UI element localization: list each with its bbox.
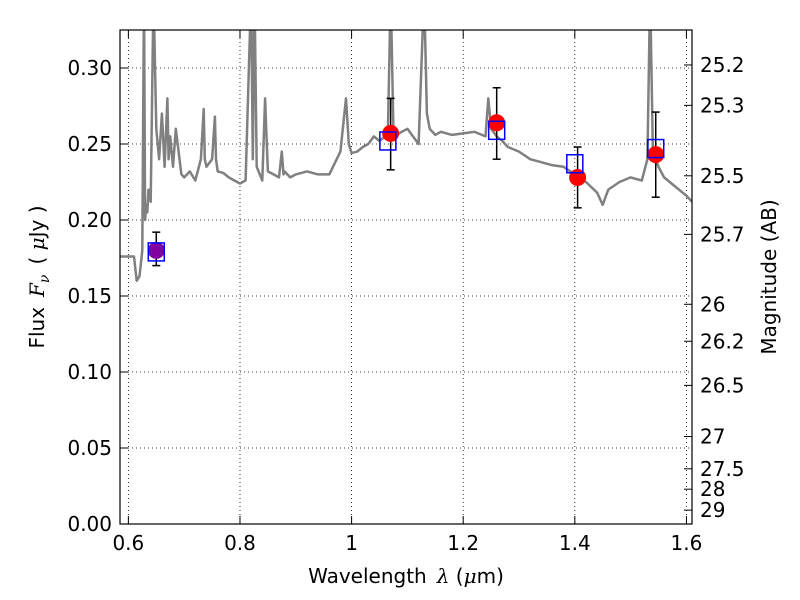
magnitude-tick-label: 27 bbox=[700, 425, 725, 449]
y-axis-unit-rest: Jy ) bbox=[25, 205, 49, 239]
magnitude-tick-label: 26.2 bbox=[700, 329, 745, 353]
x-tick-label: 1.6 bbox=[671, 531, 703, 555]
x-tick-label: 1.4 bbox=[559, 531, 591, 555]
magnitude-tick-label: 28 bbox=[700, 477, 725, 501]
y-tick-label: 0.05 bbox=[67, 436, 112, 460]
y-axis-subscript: ν bbox=[37, 274, 53, 283]
plot-area bbox=[120, 30, 692, 283]
x-axis-unit-open: ( bbox=[449, 564, 463, 588]
x-tick-label: 0.8 bbox=[224, 531, 256, 555]
model-band-flux-points bbox=[147, 120, 665, 262]
magnitude-axis-title: Magnitude (AB) bbox=[757, 199, 781, 354]
y-axis-unit-open: ( bbox=[25, 250, 49, 264]
plot-background bbox=[120, 30, 692, 524]
y-tick-label: 0.30 bbox=[67, 56, 112, 80]
model-band-point bbox=[646, 138, 665, 159]
y-axis-ticks: 0.00 0.05 0.10 0.15 0.20 0.25 0.30 bbox=[67, 56, 128, 536]
y-axis-symbol: F bbox=[25, 282, 49, 298]
y-tick-label: 0.00 bbox=[67, 512, 112, 536]
y-tick-label: 0.20 bbox=[67, 208, 112, 232]
model-band-point bbox=[147, 242, 166, 262]
observed-point bbox=[382, 124, 400, 142]
observed-point bbox=[147, 241, 165, 259]
y-tick-label: 0.15 bbox=[67, 284, 112, 308]
magnitude-tick-label: 25.7 bbox=[700, 222, 745, 246]
y-tick-label: 0.25 bbox=[67, 132, 112, 156]
observed-flux-points bbox=[147, 114, 665, 259]
x-tick-label: 1.2 bbox=[447, 531, 479, 555]
observed-point bbox=[647, 146, 665, 164]
plot-frame bbox=[119, 29, 693, 525]
x-axis-title: Wavelength λ (μm) bbox=[308, 564, 504, 588]
x-axis-unit-mu: μ bbox=[464, 564, 477, 588]
x-axis-ticks: 0.6 0.8 1 1.2 1.4 1.6 bbox=[112, 30, 702, 555]
magnitude-tick-label: 25.3 bbox=[700, 93, 745, 117]
model-band-point bbox=[379, 131, 397, 151]
y-axis-title: Flux Fν ( μJy ) bbox=[25, 205, 53, 348]
model-spectrum-line bbox=[120, 30, 692, 283]
x-axis-unit-rest: m) bbox=[477, 564, 504, 588]
y-tick-label: 0.10 bbox=[67, 360, 112, 384]
magnitude-tick-label: 29 bbox=[700, 498, 725, 522]
x-axis-title-prefix: Wavelength bbox=[308, 564, 427, 588]
x-tick-label: 0.6 bbox=[112, 531, 144, 555]
model-band-point bbox=[487, 120, 506, 141]
magnitude-tick-label: 25.5 bbox=[700, 164, 745, 188]
model-band-point bbox=[566, 154, 584, 174]
y-axis-title-prefix: Flux bbox=[25, 307, 49, 349]
x-tick-label: 1 bbox=[345, 531, 358, 555]
x-axis-symbol: λ bbox=[436, 564, 450, 588]
observed-point bbox=[488, 114, 506, 132]
y-axis-unit-mu: μ bbox=[25, 237, 49, 250]
magnitude-tick-label: 26 bbox=[700, 292, 725, 316]
magnitude-tick-label: 26.5 bbox=[700, 373, 745, 397]
magnitude-tick-label: 27.5 bbox=[700, 457, 745, 481]
magnitude-tick-label: 25.2 bbox=[700, 53, 745, 77]
